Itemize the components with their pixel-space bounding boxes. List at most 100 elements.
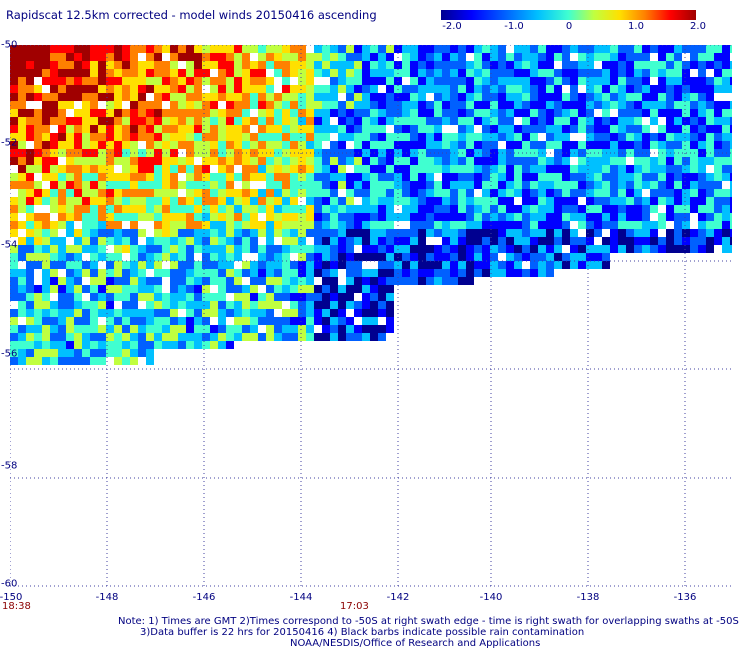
wind-cell bbox=[306, 85, 314, 93]
wind-cell bbox=[250, 213, 258, 221]
wind-cell bbox=[530, 205, 538, 213]
wind-cell bbox=[258, 205, 266, 213]
wind-cell bbox=[338, 125, 346, 133]
wind-cell bbox=[386, 237, 394, 245]
wind-cell bbox=[538, 109, 546, 117]
wind-cell bbox=[506, 61, 514, 69]
wind-cell bbox=[674, 197, 682, 205]
wind-cell bbox=[378, 165, 386, 173]
wind-cell bbox=[634, 45, 642, 53]
wind-cell bbox=[450, 69, 458, 77]
wind-cell bbox=[250, 245, 258, 253]
wind-cell bbox=[442, 85, 450, 93]
wind-cell bbox=[322, 173, 330, 181]
wind-cell bbox=[18, 133, 26, 141]
wind-cell bbox=[74, 325, 82, 333]
wind-cell bbox=[418, 261, 426, 269]
wind-cell bbox=[618, 181, 626, 189]
wind-cell bbox=[730, 229, 732, 237]
wind-cell bbox=[258, 253, 266, 261]
wind-cell bbox=[210, 261, 218, 269]
wind-cell bbox=[602, 141, 610, 149]
wind-cell bbox=[130, 221, 138, 229]
wind-cell bbox=[74, 213, 82, 221]
wind-cell bbox=[282, 325, 290, 333]
wind-cell bbox=[498, 125, 506, 133]
wind-cell bbox=[74, 277, 82, 285]
wind-cell bbox=[706, 221, 714, 229]
wind-cell bbox=[162, 229, 170, 237]
wind-cell bbox=[626, 165, 634, 173]
wind-cell bbox=[538, 213, 546, 221]
wind-cell bbox=[346, 61, 354, 69]
wind-cell bbox=[130, 93, 138, 101]
wind-cell bbox=[66, 205, 74, 213]
wind-cell bbox=[98, 309, 106, 317]
wind-cell bbox=[466, 237, 474, 245]
wind-cell bbox=[282, 165, 290, 173]
wind-cell bbox=[226, 269, 234, 277]
wind-cell bbox=[626, 45, 634, 53]
wind-cell bbox=[314, 93, 322, 101]
swath-time-left: 18:38 bbox=[2, 601, 31, 612]
wind-cell bbox=[226, 285, 234, 293]
wind-cell bbox=[578, 53, 586, 61]
wind-cell bbox=[402, 53, 410, 61]
wind-cell bbox=[202, 133, 210, 141]
wind-cell bbox=[26, 317, 34, 325]
wind-cell bbox=[634, 133, 642, 141]
wind-cell bbox=[378, 181, 386, 189]
wind-cell bbox=[82, 205, 90, 213]
wind-cell bbox=[210, 93, 218, 101]
wind-cell bbox=[42, 269, 50, 277]
wind-cell bbox=[226, 261, 234, 269]
wind-cell bbox=[170, 277, 178, 285]
wind-cell bbox=[66, 245, 74, 253]
wind-cell bbox=[386, 285, 394, 293]
wind-cell bbox=[330, 45, 338, 53]
wind-cell bbox=[194, 85, 202, 93]
wind-cell bbox=[674, 117, 682, 125]
wind-cell bbox=[354, 53, 362, 61]
wind-cell bbox=[418, 141, 426, 149]
wind-cell bbox=[634, 237, 642, 245]
wind-cell bbox=[690, 197, 698, 205]
wind-cell bbox=[554, 69, 562, 77]
wind-cell bbox=[50, 221, 58, 229]
wind-cell bbox=[218, 261, 226, 269]
wind-cell bbox=[242, 141, 250, 149]
wind-cell bbox=[250, 173, 258, 181]
wind-cell bbox=[610, 181, 618, 189]
wind-cell bbox=[522, 173, 530, 181]
wind-cell bbox=[90, 45, 98, 53]
wind-cell bbox=[202, 77, 210, 85]
wind-cell bbox=[298, 93, 306, 101]
wind-cell bbox=[554, 101, 562, 109]
wind-cell bbox=[442, 277, 450, 285]
wind-cell bbox=[674, 101, 682, 109]
wind-cell bbox=[370, 93, 378, 101]
wind-cell bbox=[426, 85, 434, 93]
wind-cell bbox=[674, 141, 682, 149]
wind-cell bbox=[90, 141, 98, 149]
wind-cell bbox=[250, 45, 258, 53]
wind-cell bbox=[554, 77, 562, 85]
wind-cell bbox=[66, 229, 74, 237]
wind-cell bbox=[354, 173, 362, 181]
wind-cell bbox=[314, 309, 322, 317]
wind-cell bbox=[82, 197, 90, 205]
wind-cell bbox=[146, 205, 154, 213]
wind-cell bbox=[138, 101, 146, 109]
wind-cell bbox=[434, 253, 442, 261]
wind-cell bbox=[338, 101, 346, 109]
wind-cell bbox=[378, 245, 386, 253]
wind-cell bbox=[386, 229, 394, 237]
wind-cell bbox=[402, 133, 410, 141]
wind-cell bbox=[322, 221, 330, 229]
wind-cell bbox=[714, 205, 722, 213]
wind-cell bbox=[42, 301, 50, 309]
wind-cell bbox=[58, 301, 66, 309]
wind-cell bbox=[378, 285, 386, 293]
wind-cell bbox=[442, 205, 450, 213]
wind-cell bbox=[690, 157, 698, 165]
